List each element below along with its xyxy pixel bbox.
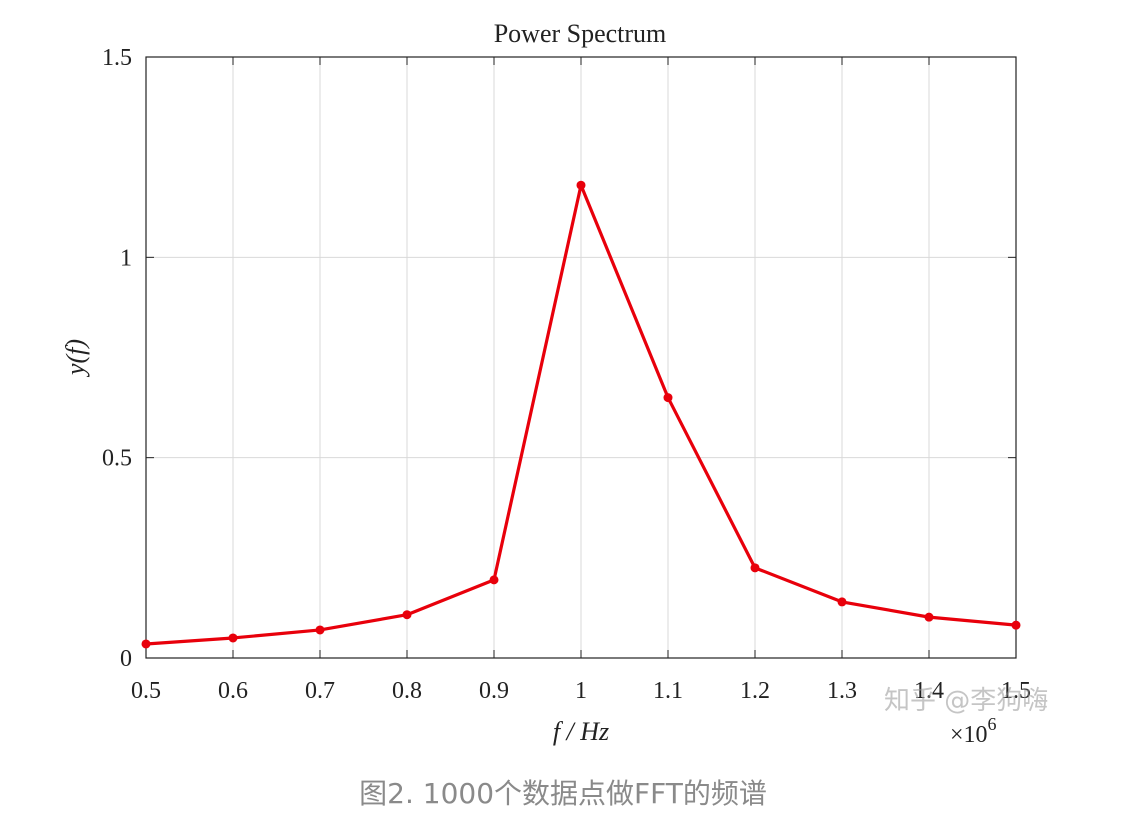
data-point xyxy=(489,575,499,585)
data-point xyxy=(315,625,325,635)
x-tick-label: 1.2 xyxy=(740,678,770,704)
x-tick-label: 1.4 xyxy=(914,678,944,704)
x-tick-label: 0.5 xyxy=(131,678,161,704)
x-axis-label: f / Hz xyxy=(553,717,609,746)
data-point xyxy=(141,639,151,649)
y-tick-label: 0 xyxy=(120,646,132,672)
x-tick-label: 0.7 xyxy=(305,678,335,704)
data-point xyxy=(663,393,673,403)
x-tick-label: 0.8 xyxy=(392,678,422,704)
data-point xyxy=(750,563,760,573)
data-point xyxy=(228,633,238,643)
data-point xyxy=(576,180,586,190)
y-tick-label: 1.5 xyxy=(102,45,132,71)
x-axis-exponent: ×106 xyxy=(950,714,997,748)
x-tick-label: 0.6 xyxy=(218,678,248,704)
data-point xyxy=(924,612,934,622)
watermark: 知乎 @李狗嗨 xyxy=(884,686,1049,716)
x-tick-label: 0.9 xyxy=(479,678,509,704)
y-tick-label: 0.5 xyxy=(102,446,132,472)
x-exponent-power: 6 xyxy=(988,714,997,734)
x-tick-label: 1.5 xyxy=(1001,678,1031,704)
chart-title: Power Spectrum xyxy=(494,19,667,48)
data-point xyxy=(402,610,412,620)
x-tick-label: 1 xyxy=(575,678,587,704)
power-spectrum-chart: 0.5 0.6 0.7 0.8 0.9 1 1.1 1.2 1.3 1.4 1.500.511.5 … xyxy=(61,19,1031,748)
y-tick-label: 1 xyxy=(120,245,132,271)
x-tick-label: 1.1 xyxy=(653,678,683,704)
data-point xyxy=(1011,620,1021,630)
data-point xyxy=(837,597,847,607)
figure-caption: 图2. 1000个数据点做FFT的频谱 xyxy=(359,777,767,810)
y-axis-label: y(f) xyxy=(61,339,90,378)
x-exponent-base: ×10 xyxy=(950,722,988,748)
x-tick-label: 1.3 xyxy=(827,678,857,704)
